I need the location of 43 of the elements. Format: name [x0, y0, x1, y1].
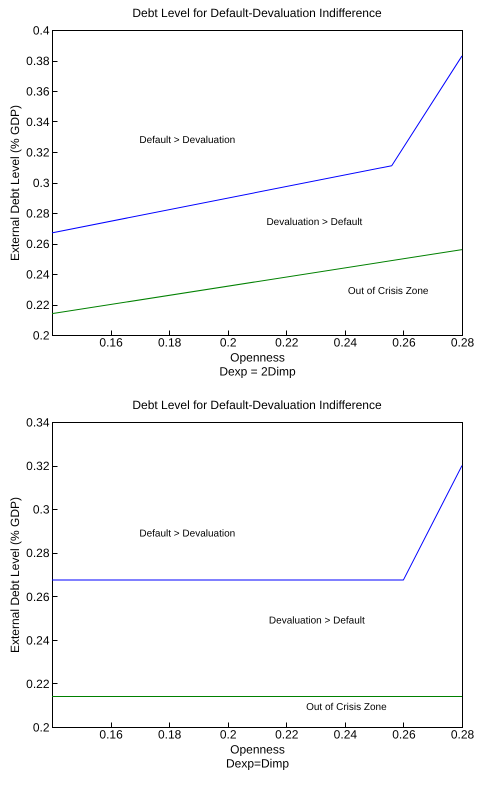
x-tick-label: 0.22 [275, 336, 299, 350]
annotation: Out of Crisis Zone [348, 286, 429, 297]
y-tick-label: 0.22 [26, 676, 50, 691]
annotation: Devaluation > Default [266, 217, 363, 228]
chart-title: Debt Level for Default-Devaluation Indifference [132, 6, 382, 20]
x-tick-label: 0.16 [99, 336, 124, 350]
x-tick-label: 0.26 [392, 336, 416, 350]
y-axis-title: External Debt Level (% GDP) [8, 496, 22, 654]
y-tick-label: 0.3 [32, 502, 50, 517]
x-tick-label: 0.2 [220, 336, 237, 350]
y-tick-label: 0.28 [26, 546, 50, 560]
x-axis-title: Openness Dexp=Dimp [226, 742, 290, 770]
y-tick-label: 0.28 [26, 206, 50, 220]
chart-title: Debt Level for Default-Devaluation Indifference [132, 398, 382, 412]
y-tick-label: 0.24 [26, 633, 50, 648]
annotation: Out of Crisis Zone [306, 702, 388, 713]
x-tick-label: 0.26 [392, 728, 416, 742]
x-tick-label: 0.28 [450, 728, 474, 742]
annotation: Devaluation > Default [268, 615, 366, 626]
annotation: Default > Devaluation [139, 134, 236, 146]
y-axis-title: External Debt Level (% GDP) [8, 104, 22, 262]
annotation: Default > Devaluation [139, 528, 236, 540]
x-tick-label: 0.16 [99, 728, 124, 742]
y-tick-label: 0.3 [32, 176, 50, 190]
x-tick-label: 0.18 [158, 728, 182, 742]
x-axis-title: Openness Dexp = 2Dimp [219, 350, 296, 378]
y-tick-label: 0.26 [26, 237, 50, 251]
y-tick-label: 0.34 [26, 416, 50, 430]
y-tick-label: 0.22 [26, 298, 50, 312]
y-tick-label: 0.32 [26, 146, 50, 160]
x-tick-label: 0.24 [334, 728, 358, 742]
y-tick-label: 0.32 [26, 459, 50, 474]
y-tick-label: 0.24 [26, 268, 50, 282]
y-tick-label: 0.4 [32, 24, 50, 38]
x-tick-label: 0.28 [450, 336, 474, 350]
x-tick-label: 0.24 [334, 336, 358, 350]
y-tick-label: 0.36 [26, 84, 50, 98]
x-tick-label: 0.18 [158, 336, 182, 350]
x-tick-label: 0.2 [220, 728, 237, 742]
y-tick-label: 0.34 [26, 115, 50, 129]
y-tick-label: 0.38 [26, 54, 50, 68]
x-tick-label: 0.22 [275, 728, 299, 742]
y-tick-label: 0.26 [26, 590, 50, 604]
